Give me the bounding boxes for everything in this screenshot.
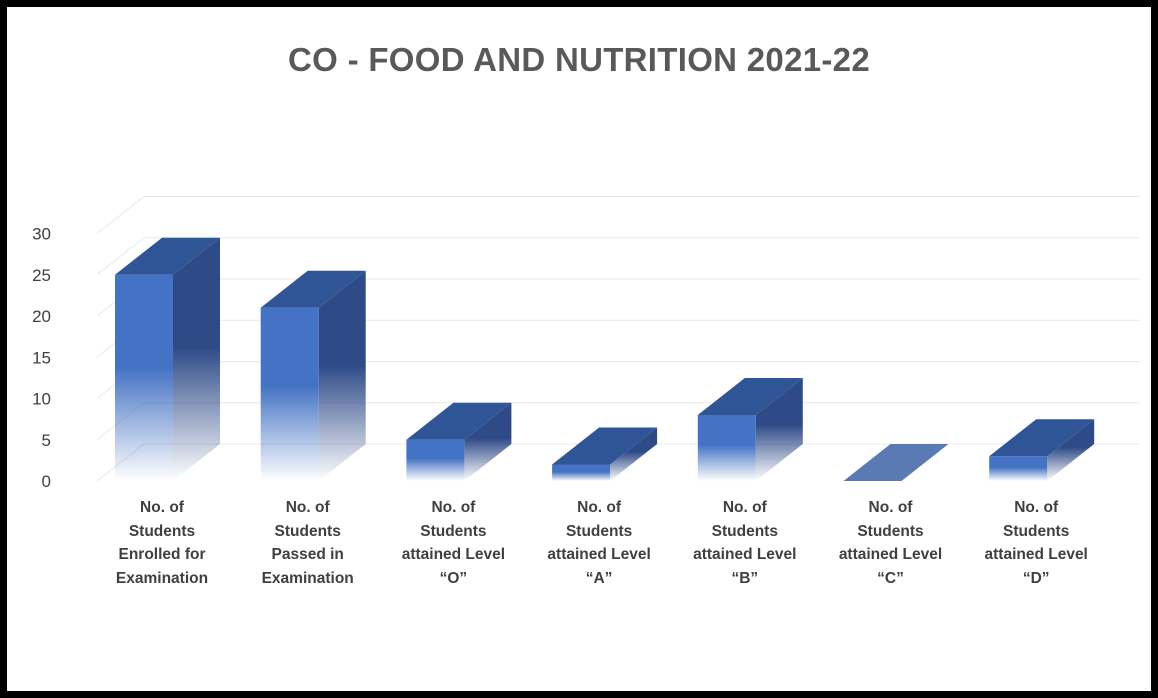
x-category-label-line: No. of xyxy=(1014,499,1059,516)
y-tick-label: 30 xyxy=(32,225,51,244)
x-category-label-line: Examination xyxy=(115,569,209,587)
bar xyxy=(260,270,366,481)
gridline xyxy=(96,237,145,276)
x-category-label-line: Students xyxy=(128,522,196,540)
bar-front-face xyxy=(552,464,611,481)
y-tick-label: 10 xyxy=(32,390,51,409)
x-category-label-line: No. of xyxy=(285,499,330,516)
x-category-label-line: attained Level xyxy=(401,546,506,563)
bar-top-face xyxy=(115,237,220,275)
bar xyxy=(697,378,803,481)
y-tick-label: 0 xyxy=(42,472,51,491)
x-category-label: No. of Students attained Level “O” xyxy=(388,496,518,590)
bar-top-face xyxy=(406,402,512,440)
bar xyxy=(989,419,1095,481)
x-category-label-line: Passed in xyxy=(271,546,344,563)
bar xyxy=(552,427,658,481)
x-category-label-line: Examination xyxy=(261,569,354,587)
x-category-label-line: “B” xyxy=(731,569,759,587)
bar-side-face xyxy=(318,270,366,481)
x-category-label: No. of Students attained Level “C” xyxy=(826,496,956,590)
bar-top-face xyxy=(552,427,658,465)
x-category-label: No. of Students Passed in Examination xyxy=(243,496,373,590)
x-category-label-line: No. of xyxy=(868,499,913,516)
bar-front-face xyxy=(697,415,756,481)
x-category-label-line: “A” xyxy=(585,569,613,587)
x-category-label-line: attained Level xyxy=(693,546,797,563)
x-category-label-line: “C” xyxy=(877,569,904,587)
x-category-label-line: attained Level xyxy=(838,546,943,563)
x-category-label-line: No. of xyxy=(140,499,184,516)
bar-side-face xyxy=(755,378,803,481)
x-category-label: No. of Students attained Level “B” xyxy=(680,496,810,590)
bar-top-face xyxy=(260,270,366,308)
x-category-label: No. of Students attained Level “D” xyxy=(971,496,1101,590)
x-category-label-line: Students xyxy=(1003,522,1070,540)
bar-zero-face xyxy=(843,444,949,481)
gridline xyxy=(96,196,145,234)
x-category-label-line: Students xyxy=(711,522,778,540)
bar-front-face xyxy=(115,274,173,481)
x-category-label-line: attained Level xyxy=(984,546,1088,563)
bar-top-face xyxy=(697,378,803,415)
x-category-label-line: Enrolled for xyxy=(118,546,206,563)
x-category-label-line: attained Level xyxy=(547,546,651,563)
bar-front-face xyxy=(989,456,1048,481)
bar-side-face xyxy=(1047,419,1095,481)
bar-front-face xyxy=(260,307,319,481)
y-tick-label: 15 xyxy=(32,348,51,367)
x-category-label-line: Students xyxy=(274,522,341,540)
x-category-label-line: Students xyxy=(857,522,924,540)
y-tick-label: 20 xyxy=(32,307,51,326)
bar xyxy=(406,402,512,481)
chart-plot: 0 5 10 15 20 25 30 xyxy=(32,196,1140,491)
bar xyxy=(843,444,949,481)
chart-title: CO - FOOD AND NUTRITION 2021-22 xyxy=(288,41,870,78)
x-category-label-line: No. of xyxy=(431,499,476,516)
x-category-label-line: No. of xyxy=(722,499,767,516)
bar xyxy=(115,237,220,481)
bar-side-face xyxy=(173,237,220,481)
bar-front-face xyxy=(406,439,465,481)
bar-side-face xyxy=(464,402,512,481)
x-category-label-line: Students xyxy=(420,522,487,540)
x-category-label: No. of Students attained Level “A” xyxy=(534,496,664,590)
x-category-label-line: No. of xyxy=(577,499,622,516)
x-category-label-line: Students xyxy=(565,522,633,540)
bar-side-face xyxy=(610,427,658,481)
bar-top-face xyxy=(989,419,1095,457)
x-category-label-line: “D” xyxy=(1022,569,1050,587)
y-tick-label: 5 xyxy=(42,431,51,450)
x-category-label: No. of Students Enrolled for Examination xyxy=(97,496,227,590)
y-tick-label: 25 xyxy=(32,266,51,285)
x-category-label-line: “O” xyxy=(439,569,468,587)
